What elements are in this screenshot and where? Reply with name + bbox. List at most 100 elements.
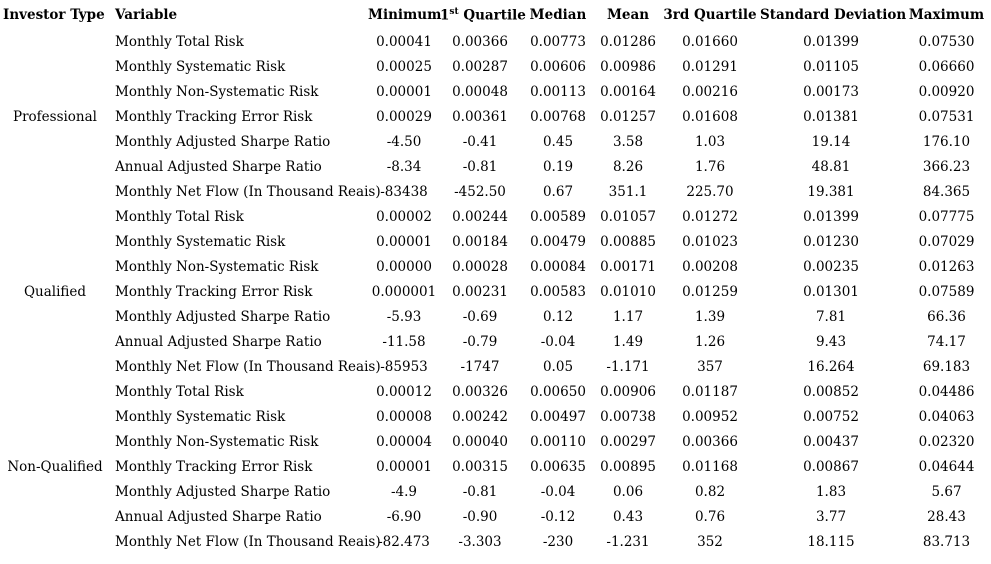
- variable-cell: Monthly Total Risk: [115, 208, 244, 225]
- standard-deviation-cell: 0.01381: [803, 108, 859, 125]
- table-row: Annual Adjusted Sharpe Ratio -6.90 -0.90…: [0, 504, 991, 529]
- first-quartile-cell: -1747: [460, 358, 500, 375]
- minimum-cell: -4.50: [386, 133, 422, 150]
- third-quartile-cell: 352: [697, 533, 723, 550]
- table-row: Non-Qualified Monthly Tracking Error Ris…: [0, 454, 991, 479]
- minimum-cell: -82.473: [378, 533, 430, 550]
- col-header-median: Median: [529, 7, 587, 23]
- investor-type-cell: [0, 379, 110, 404]
- variable-cell: Monthly Adjusted Sharpe Ratio: [115, 483, 331, 500]
- third-quartile-cell: 0.01608: [682, 108, 738, 125]
- minimum-cell: -11.58: [382, 333, 426, 350]
- first-quartile-cell: -0.69: [462, 308, 498, 325]
- third-quartile-cell: 357: [697, 358, 723, 375]
- variable-cell: Monthly Total Risk: [115, 383, 244, 400]
- variable-cell: Monthly Systematic Risk: [115, 58, 286, 75]
- first-quartile-cell: -0.41: [462, 133, 498, 150]
- first-quartile-cell: -0.81: [462, 483, 498, 500]
- standard-deviation-cell: 16.264: [807, 358, 855, 375]
- standard-deviation-cell: 19.14: [811, 133, 851, 150]
- variable-cell: Annual Adjusted Sharpe Ratio: [115, 333, 322, 350]
- standard-deviation-cell: 0.00235: [803, 258, 859, 275]
- investor-type-cell: [0, 204, 110, 229]
- minimum-cell: -8.34: [386, 158, 422, 175]
- variable-cell: Monthly Net Flow (In Thousand Reais): [115, 358, 381, 375]
- maximum-cell: 84.365: [922, 183, 971, 200]
- table-row: Monthly Total Risk 0.00041 0.00366 0.007…: [0, 29, 991, 54]
- third-quartile-cell: 1.03: [694, 133, 726, 150]
- third-quartile-cell: 1.26: [694, 333, 726, 350]
- mean-cell: 0.00297: [600, 433, 656, 450]
- mean-cell: 3.58: [612, 133, 644, 150]
- minimum-cell: 0.00008: [376, 408, 432, 425]
- mean-cell: 8.26: [612, 158, 644, 175]
- first-quartile-cell: 0.00326: [452, 383, 508, 400]
- minimum-cell: -5.93: [386, 308, 422, 325]
- median-cell: 0.67: [542, 183, 574, 200]
- maximum-cell: 74.17: [927, 333, 966, 350]
- table-row: Monthly Systematic Risk 0.00008 0.00242 …: [0, 404, 991, 429]
- median-cell: 0.00606: [530, 58, 586, 75]
- first-quartile-cell: -0.90: [462, 508, 498, 525]
- median-cell: 0.00084: [530, 258, 586, 275]
- minimum-cell: 0.00001: [376, 83, 432, 100]
- investor-type-cell: [0, 354, 110, 379]
- minimum-cell: 0.00002: [376, 208, 432, 225]
- minimum-cell: 0.00001: [376, 233, 432, 250]
- table-row: Monthly Adjusted Sharpe Ratio -4.50 -0.4…: [0, 129, 991, 154]
- standard-deviation-cell: 0.01301: [803, 283, 859, 300]
- col-header-mean: Mean: [606, 7, 650, 23]
- col-header-maximum: Maximum: [908, 7, 985, 23]
- third-quartile-cell: 0.76: [694, 508, 726, 525]
- maximum-cell: 0.04063: [918, 408, 975, 425]
- investor-type-cell: Non-Qualified: [7, 458, 103, 475]
- mean-cell: 0.01010: [600, 283, 656, 300]
- maximum-cell: 66.36: [927, 308, 966, 325]
- median-cell: 0.00635: [530, 458, 586, 475]
- col-header-variable: Variable: [115, 7, 178, 23]
- table-row: Monthly Total Risk 0.00002 0.00244 0.005…: [0, 204, 991, 229]
- standard-deviation-cell: 0.01399: [803, 208, 859, 225]
- maximum-cell: 366.23: [922, 158, 971, 175]
- variable-cell: Monthly Tracking Error Risk: [115, 283, 313, 300]
- mean-cell: 0.00171: [600, 258, 656, 275]
- third-quartile-cell: 225.70: [686, 183, 734, 200]
- median-cell: 0.00773: [530, 33, 586, 50]
- variable-cell: Annual Adjusted Sharpe Ratio: [115, 508, 322, 525]
- median-cell: -0.12: [540, 508, 576, 525]
- maximum-cell: 83.713: [922, 533, 971, 550]
- table-row: Annual Adjusted Sharpe Ratio -8.34 -0.81…: [0, 154, 991, 179]
- variable-cell: Monthly Tracking Error Risk: [115, 108, 313, 125]
- first-quartile-cell: 0.00242: [452, 408, 508, 425]
- maximum-cell: 28.43: [927, 508, 966, 525]
- first-quartile-cell: 0.00366: [452, 33, 508, 50]
- mean-cell: -1.171: [606, 358, 650, 375]
- median-cell: 0.00497: [530, 408, 586, 425]
- standard-deviation-cell: 0.00752: [803, 408, 859, 425]
- maximum-cell: 0.07530: [918, 33, 975, 50]
- variable-cell: Annual Adjusted Sharpe Ratio: [115, 158, 322, 175]
- investor-type-cell: [0, 404, 110, 429]
- first-quartile-cell: 0.00244: [452, 208, 508, 225]
- maximum-cell: 5.67: [931, 483, 962, 500]
- variable-cell: Monthly Total Risk: [115, 33, 244, 50]
- standard-deviation-cell: 0.00852: [803, 383, 859, 400]
- col-header-third-quartile: 3rd Quartile: [663, 7, 757, 23]
- first-quartile-cell: 0.00040: [452, 433, 508, 450]
- median-cell: 0.00589: [530, 208, 586, 225]
- median-cell: 0.00113: [530, 83, 586, 100]
- maximum-cell: 0.01263: [918, 258, 975, 275]
- investor-type-cell: [0, 329, 110, 354]
- mean-cell: 0.06: [612, 483, 644, 500]
- investor-type-cell: [0, 304, 110, 329]
- third-quartile-cell: 0.01168: [682, 458, 738, 475]
- third-quartile-cell: 0.00216: [682, 83, 738, 100]
- mean-cell: -1.231: [606, 533, 650, 550]
- variable-cell: Monthly Net Flow (In Thousand Reais): [115, 183, 381, 200]
- first-quartile-cell: 0.00231: [452, 283, 508, 300]
- third-quartile-cell: 0.01660: [682, 33, 738, 50]
- mean-cell: 0.00738: [600, 408, 656, 425]
- investor-type-cell: [0, 129, 110, 154]
- first-quartile-cell: -0.81: [462, 158, 498, 175]
